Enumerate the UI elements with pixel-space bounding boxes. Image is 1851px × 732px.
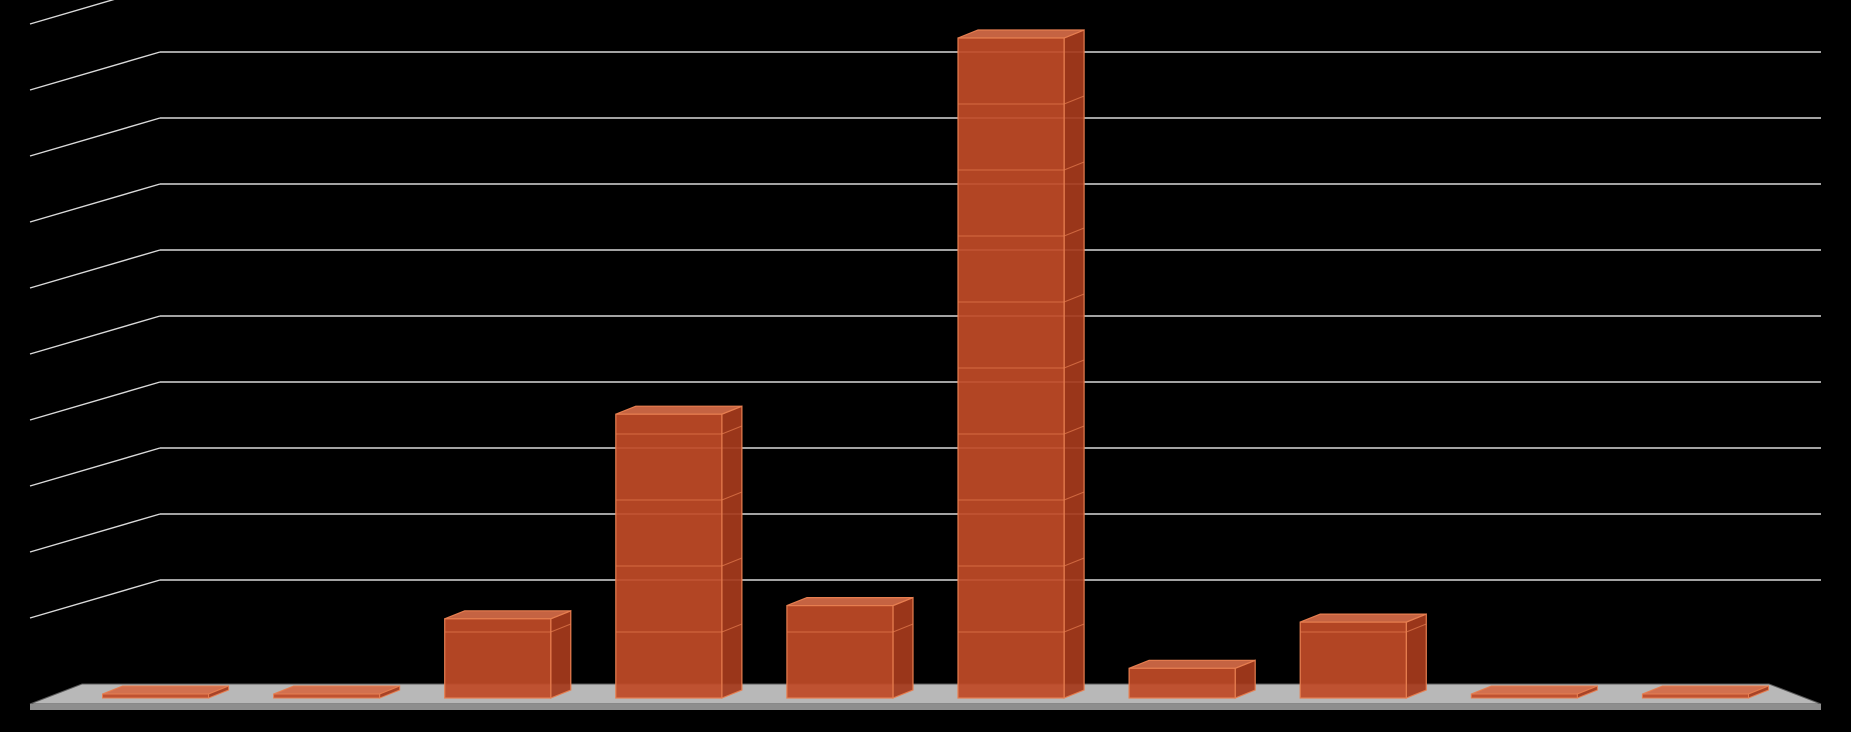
bar-0 xyxy=(103,686,229,694)
bar-3 xyxy=(616,414,722,698)
bar-6 xyxy=(1129,668,1235,698)
bar-chart-3d xyxy=(0,0,1851,732)
bar-7 xyxy=(1300,622,1406,698)
bar-1 xyxy=(274,686,400,694)
bar-8 xyxy=(1471,686,1597,694)
bar-9 xyxy=(1642,686,1768,694)
bar-2 xyxy=(445,619,551,698)
bar-4 xyxy=(787,606,893,698)
